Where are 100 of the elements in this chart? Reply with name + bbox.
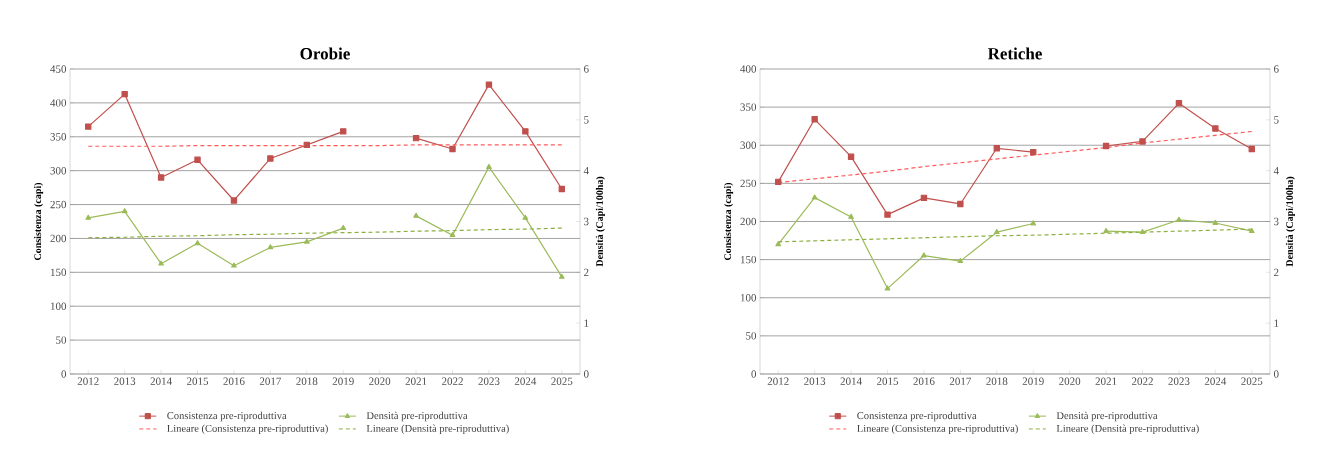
y2-tick-label: 3 — [584, 217, 589, 226]
point — [993, 228, 1000, 235]
x-tick-label: 2024 — [514, 377, 537, 385]
point — [230, 197, 238, 204]
y-tick-label: 200 — [740, 217, 757, 226]
point — [158, 260, 164, 266]
point — [1212, 125, 1219, 132]
legend-label: Densità pre-riproduttiva — [366, 411, 468, 422]
legend-label: Lineare (Densità pre-riproduttiva) — [366, 424, 509, 435]
point — [847, 153, 855, 160]
y2-tick-label: 4 — [1273, 167, 1279, 175]
y2-tick-label: 0 — [583, 370, 589, 378]
point — [231, 262, 237, 268]
x-tick-label: 2025 — [551, 377, 573, 385]
point — [340, 224, 347, 230]
x-tick-label: 2017 — [949, 377, 972, 385]
x-tick-label: 2022 — [1131, 377, 1153, 385]
legend-label: Lineare (Consistenza pre-riproduttiva) — [167, 424, 328, 435]
x-tick-label: 2018 — [296, 377, 318, 385]
point — [486, 163, 492, 169]
point — [920, 194, 928, 202]
point — [775, 241, 782, 247]
point — [522, 128, 529, 135]
chart-title: Retiche — [987, 47, 1042, 60]
x-tick-label: 2014 — [150, 377, 172, 385]
y-tick-label: 200 — [50, 234, 67, 243]
point — [449, 232, 456, 238]
point — [811, 194, 818, 200]
point — [121, 90, 128, 98]
y-tick-label: 100 — [740, 294, 757, 302]
x-tick-label: 2012 — [77, 377, 99, 385]
x-tick-label: 2019 — [332, 377, 354, 385]
legend-label: Consistenza pre-riproduttiva — [857, 411, 977, 422]
point — [413, 212, 419, 218]
point — [957, 200, 964, 208]
x-tick-label: 2023 — [478, 377, 500, 385]
x-tick-label: 2013 — [804, 377, 826, 385]
point — [1139, 228, 1146, 235]
point — [1030, 148, 1037, 156]
x-tick-label: 2016 — [223, 377, 245, 385]
y-tick-label: 250 — [740, 179, 757, 188]
y2-tick-label: 2 — [584, 268, 589, 276]
y2-tick-label: 4 — [583, 167, 589, 175]
x-tick-label: 2023 — [1168, 377, 1190, 385]
x-tick-label: 2016 — [913, 377, 935, 385]
point — [558, 273, 565, 279]
y2-tick-label: 5 — [1274, 116, 1279, 124]
point — [157, 174, 165, 181]
point — [449, 145, 456, 153]
y-tick-label: 50 — [56, 336, 67, 344]
y-axis-title: Consistenza (capi) — [34, 182, 44, 261]
point — [775, 178, 782, 186]
y-tick-label: 350 — [50, 133, 67, 141]
x-tick-label: 2015 — [876, 377, 899, 385]
y2-tick-label: 1 — [584, 319, 589, 327]
y-tick-label: 300 — [50, 166, 67, 175]
x-tick-label: 2024 — [1204, 377, 1227, 385]
legend-label: Lineare (Consistenza pre-riproduttiva) — [857, 424, 1018, 435]
point — [811, 116, 818, 123]
y-axis-title: Consistenza (capi) — [724, 182, 734, 261]
point — [85, 214, 92, 220]
y-tick-label: 300 — [740, 141, 757, 149]
y2-tick-label: 3 — [1274, 217, 1279, 226]
point — [1102, 142, 1110, 150]
y-tick-label: 150 — [50, 268, 67, 277]
point — [848, 213, 854, 219]
y2-tick-label: 6 — [1274, 65, 1279, 73]
x-tick-label: 2021 — [1095, 377, 1117, 385]
point — [1175, 100, 1183, 107]
point — [340, 128, 347, 135]
point — [194, 240, 201, 246]
point — [85, 123, 92, 130]
y-tick-label: 400 — [50, 99, 67, 107]
y-tick-label: 150 — [740, 255, 757, 264]
y2-tick-label: 1 — [1274, 319, 1279, 327]
point — [267, 155, 274, 162]
point — [1030, 220, 1037, 226]
point — [1139, 138, 1146, 145]
point — [1248, 145, 1255, 153]
legend-label: Consistenza pre-riproduttiva — [167, 411, 287, 422]
point — [267, 244, 274, 250]
point — [522, 214, 529, 220]
y2-tick-label: 2 — [1274, 268, 1279, 276]
point — [1103, 227, 1109, 234]
x-tick-label: 2020 — [369, 377, 391, 385]
point — [884, 211, 891, 218]
y-tick-label: 50 — [746, 332, 757, 340]
y2-tick-label: 5 — [584, 116, 589, 124]
x-tick-label: 2022 — [442, 377, 463, 385]
point — [194, 156, 201, 164]
legend-label: Lineare (Densità pre-riproduttiva) — [1056, 424, 1199, 435]
x-tick-label: 2012 — [767, 377, 789, 385]
point — [1176, 216, 1182, 222]
point — [993, 145, 1000, 152]
y-tick-label: 0 — [61, 370, 67, 378]
y2-axis-title: Densità (Capi/100ha) — [595, 176, 605, 267]
y-tick-label: 250 — [50, 200, 67, 209]
point — [884, 285, 891, 291]
point — [558, 185, 565, 193]
y2-axis-title: Densità (Capi/100ha) — [1285, 176, 1295, 267]
